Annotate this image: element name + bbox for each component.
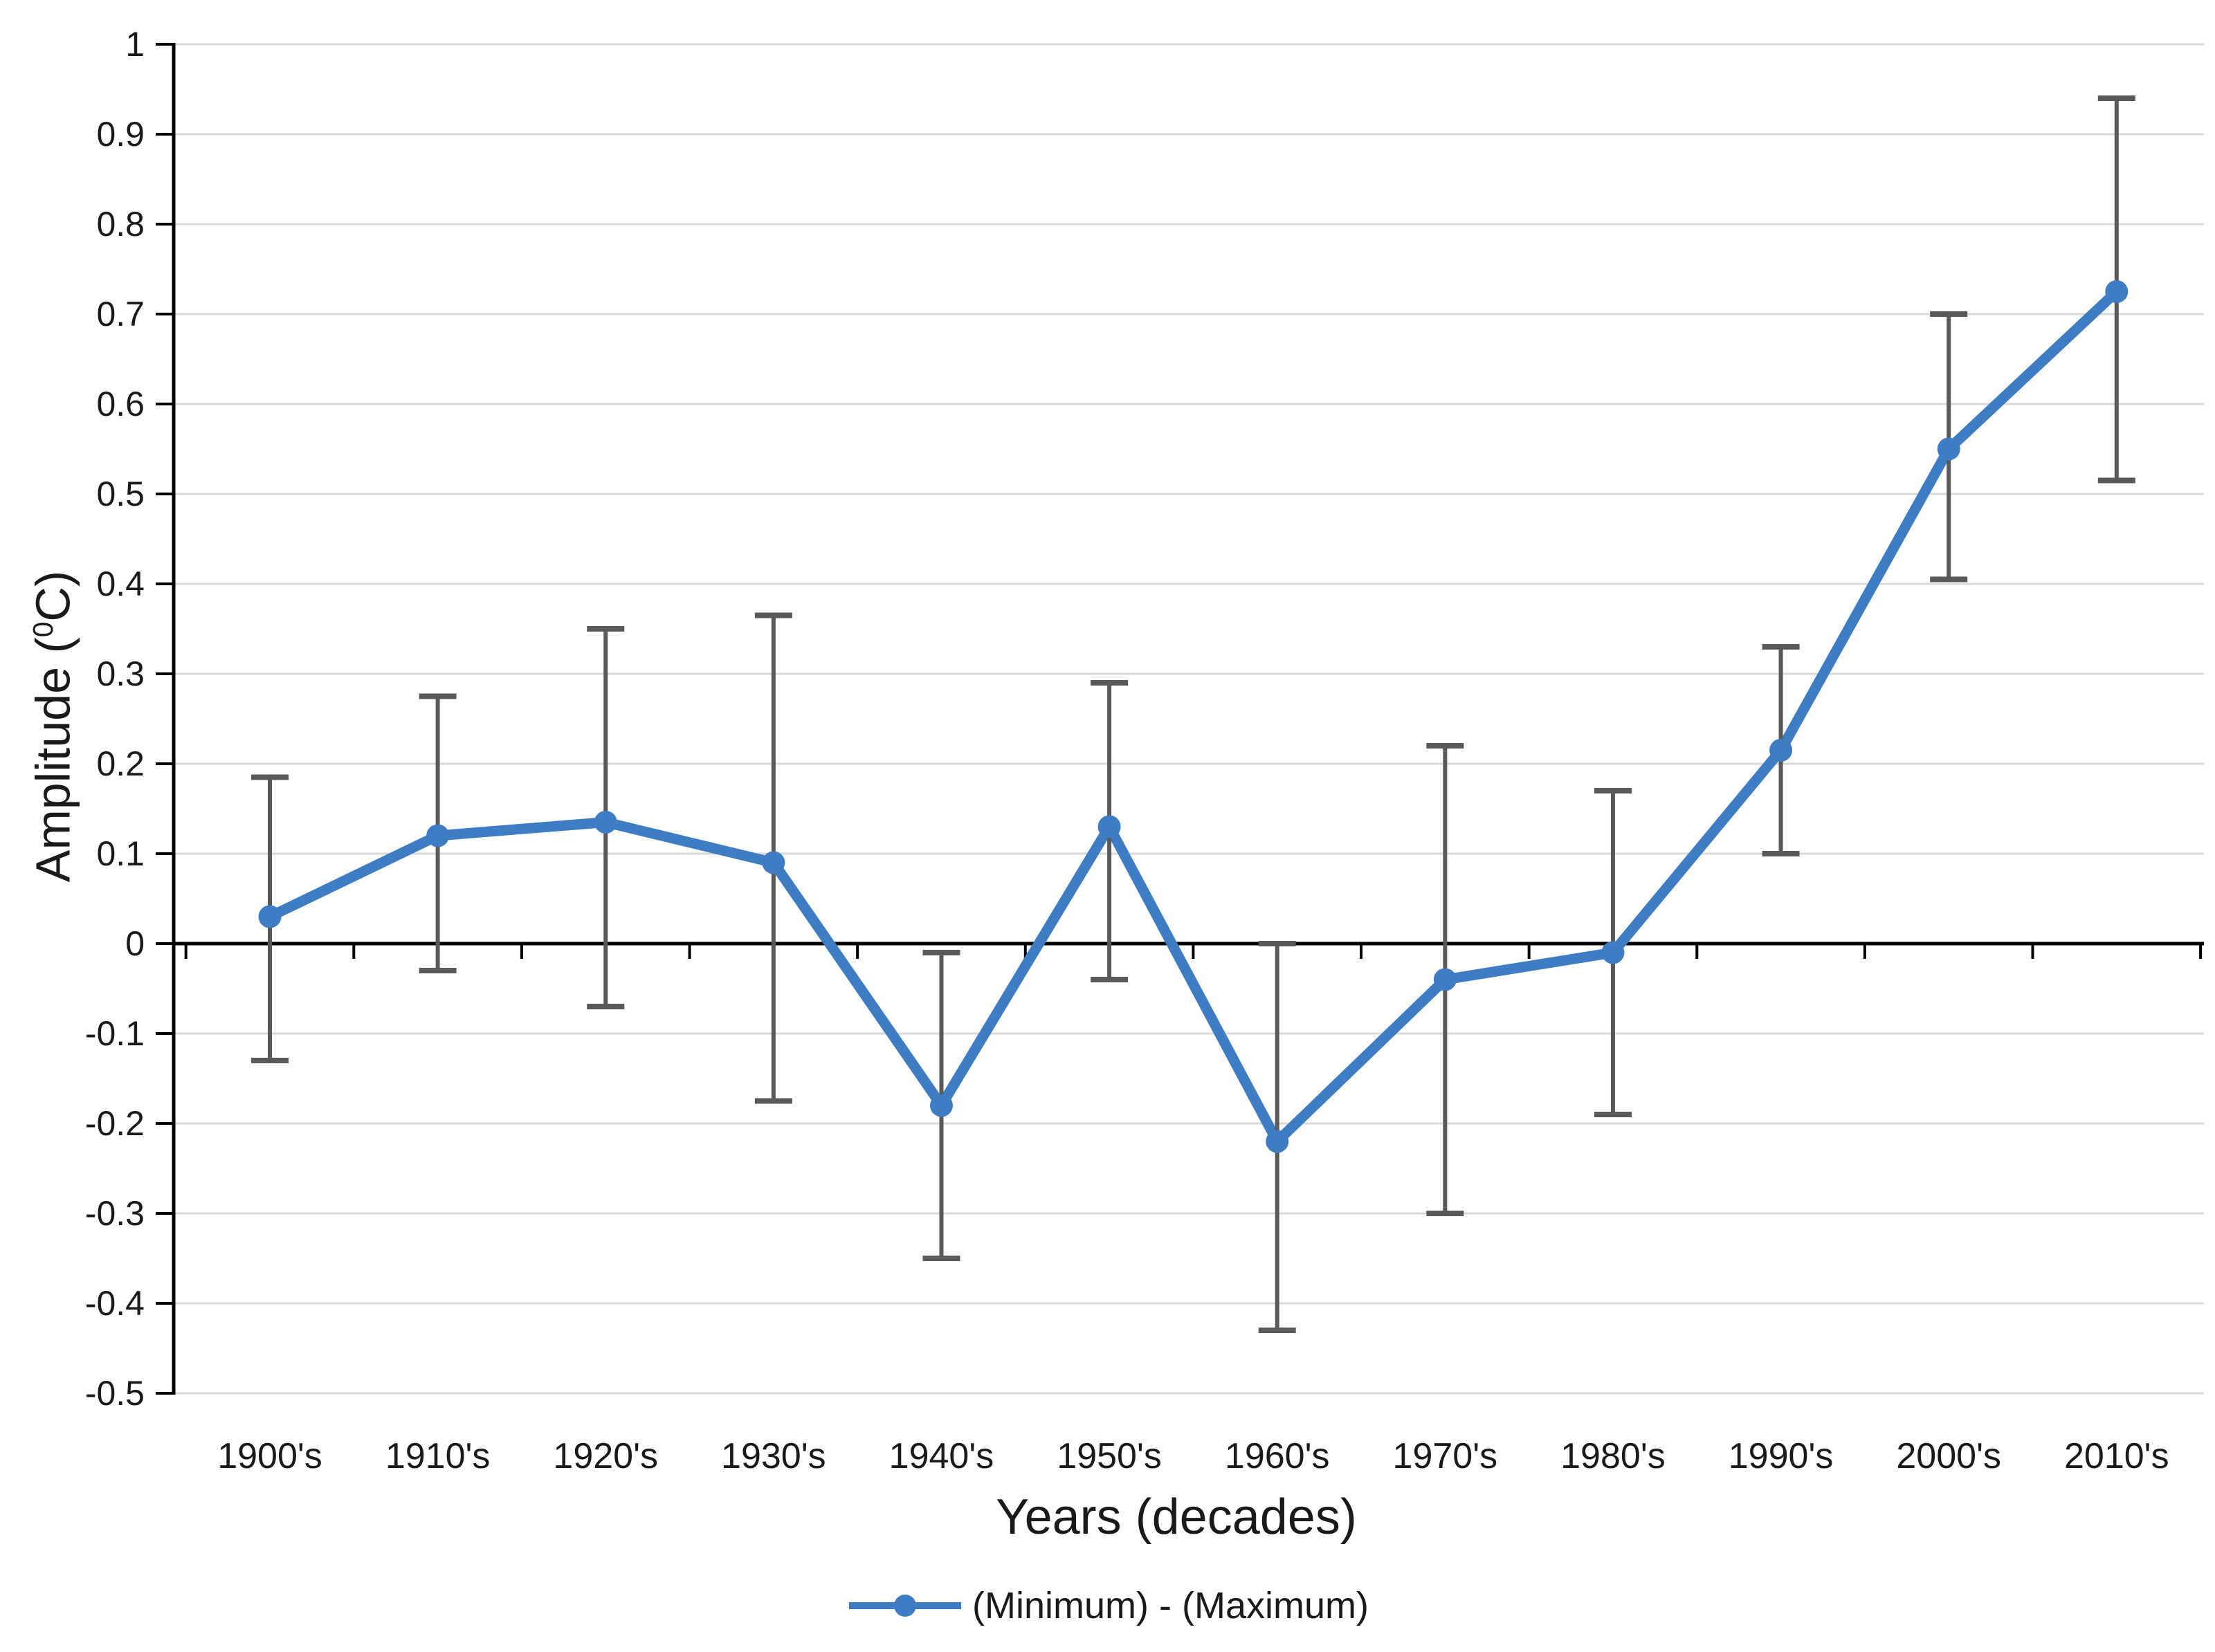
data-point-marker bbox=[929, 1094, 953, 1117]
y-tick-label: 0 bbox=[125, 924, 145, 963]
y-axis-title-superscript: 0 bbox=[27, 621, 59, 638]
x-axis-title: Years (decades) bbox=[996, 1489, 1357, 1545]
x-tick-label: 1940's bbox=[889, 1436, 994, 1476]
data-point-marker bbox=[1601, 941, 1625, 964]
y-tick-label: -0.3 bbox=[85, 1194, 145, 1233]
legend: (Minimum) - (Maximum) bbox=[0, 1584, 2215, 1627]
legend-label: (Minimum) - (Maximum) bbox=[972, 1585, 1369, 1626]
y-tick-label: 0.4 bbox=[96, 565, 145, 603]
y-tick-label: 0.7 bbox=[96, 295, 145, 333]
y-tick-label: -0.1 bbox=[85, 1014, 145, 1053]
data-point-marker bbox=[1433, 968, 1457, 991]
y-tick-label: 0.3 bbox=[96, 654, 145, 693]
data-point-marker bbox=[1769, 739, 1793, 762]
data-point-marker bbox=[1937, 437, 1960, 461]
x-tick-label: 1980's bbox=[1560, 1436, 1666, 1476]
y-tick-label: -0.5 bbox=[85, 1374, 145, 1413]
data-point-marker bbox=[594, 811, 617, 834]
x-tick-label: 2000's bbox=[1896, 1436, 2001, 1476]
y-axis-title-unit: C) bbox=[26, 570, 80, 622]
x-tick-label: 1930's bbox=[721, 1436, 826, 1476]
y-tick-label: 0.6 bbox=[96, 385, 145, 423]
data-point-marker bbox=[2105, 280, 2129, 303]
y-tick-label: 0.5 bbox=[96, 475, 145, 513]
y-axis-title-text: Amplitude ( bbox=[26, 637, 80, 883]
data-point-marker bbox=[1097, 815, 1121, 838]
series-line bbox=[264, 286, 2122, 1147]
y-tick-label: 0.1 bbox=[96, 834, 145, 873]
data-point-marker bbox=[426, 824, 450, 847]
y-tick-label: 0.8 bbox=[96, 205, 145, 244]
legend-line-marker-icon bbox=[849, 1595, 962, 1617]
x-tick-label: 1920's bbox=[553, 1436, 658, 1476]
y-axis-title: Amplitude (0C) bbox=[14, 429, 80, 1024]
x-tick-label: 1900's bbox=[217, 1436, 322, 1476]
x-tick-label: 1990's bbox=[1729, 1436, 1834, 1476]
y-tick-label: -0.4 bbox=[85, 1284, 145, 1323]
x-tick-label: 1970's bbox=[1393, 1436, 1498, 1476]
y-tick-label: -0.2 bbox=[85, 1104, 145, 1143]
data-point-marker bbox=[762, 851, 785, 874]
x-tick-label: 1950's bbox=[1057, 1436, 1162, 1476]
x-tick-label: 1960's bbox=[1225, 1436, 1330, 1476]
y-tick-label: 0.9 bbox=[96, 115, 145, 154]
y-tick-label: 1 bbox=[125, 25, 145, 64]
data-point-marker bbox=[258, 905, 282, 928]
x-tick-label: 2010's bbox=[2064, 1436, 2169, 1476]
y-tick-label: 0.2 bbox=[96, 744, 145, 783]
data-point-marker bbox=[1266, 1130, 1289, 1153]
x-tick-label: 1910's bbox=[385, 1436, 491, 1476]
